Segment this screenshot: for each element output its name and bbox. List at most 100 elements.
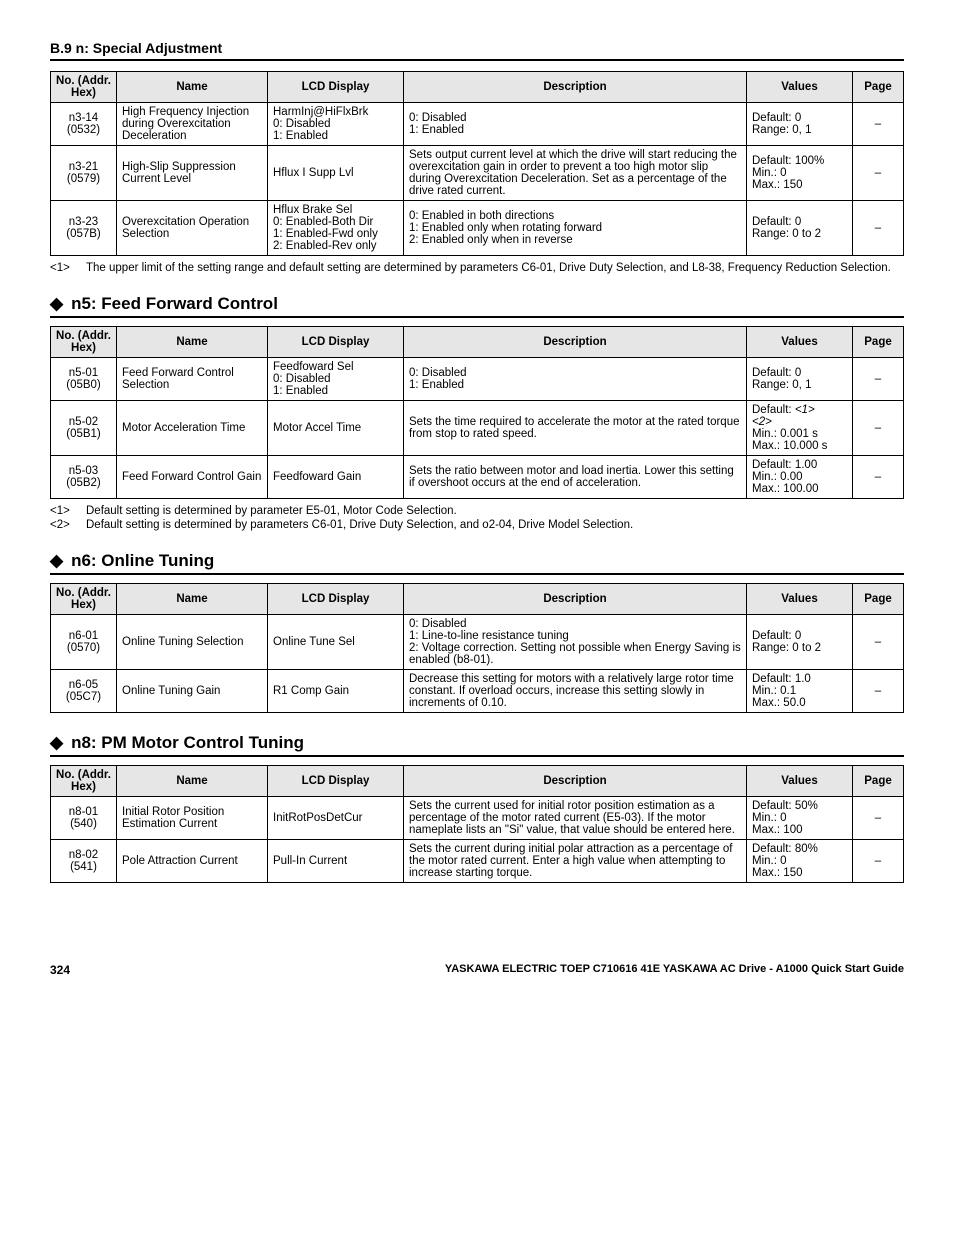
cell-page: – [853, 103, 904, 146]
cell-values: Default: 100%Min.: 0Max.: 150 [747, 146, 853, 201]
tbody-n5: n5-01(05B0) Feed Forward Control Selecti… [51, 358, 904, 499]
cell-page: – [853, 401, 904, 456]
cell-name: Initial Rotor Position Estimation Curren… [117, 797, 268, 840]
th-lcd: LCD Display [268, 766, 404, 797]
th-val: Values [747, 72, 853, 103]
cell-name: Online Tuning Gain [117, 670, 268, 713]
diamond-icon: ◆ [50, 551, 63, 571]
cell-lcd: Hflux I Supp Lvl [268, 146, 404, 201]
cell-no: n3-14(0532) [51, 103, 117, 146]
cell-name: Feed Forward Control Gain [117, 456, 268, 499]
cell-values: Default: 0Range: 0, 1 [747, 358, 853, 401]
th-desc: Description [404, 327, 747, 358]
cell-page: – [853, 670, 904, 713]
cell-no: n3-21(0579) [51, 146, 117, 201]
cell-desc: 0: Disabled1: Enabled [404, 358, 747, 401]
subheading-n6: ◆ n6: Online Tuning [50, 551, 904, 575]
cell-desc: Sets the ratio between motor and load in… [404, 456, 747, 499]
cell-desc: Sets the current during initial polar at… [404, 840, 747, 883]
tbody-n6: n6-01(0570) Online Tuning Selection Onli… [51, 615, 904, 713]
footnote: <2> Default setting is determined by par… [50, 519, 904, 531]
diamond-icon: ◆ [50, 294, 63, 314]
table-row: n5-02(05B1) Motor Acceleration Time Moto… [51, 401, 904, 456]
th-val: Values [747, 766, 853, 797]
cell-name: High Frequency Injection during Overexci… [117, 103, 268, 146]
notes-n3: <1> The upper limit of the setting range… [50, 262, 904, 274]
notes-n5: <1> Default setting is determined by par… [50, 505, 904, 531]
cell-page: – [853, 358, 904, 401]
cell-lcd: InitRotPosDetCur [268, 797, 404, 840]
tbody-n3: n3-14(0532) High Frequency Injection dur… [51, 103, 904, 256]
th-no: No. (Addr. Hex) [51, 327, 117, 358]
th-name: Name [117, 766, 268, 797]
cell-lcd: Feedfoward Gain [268, 456, 404, 499]
th-desc: Description [404, 584, 747, 615]
table-row: n3-14(0532) High Frequency Injection dur… [51, 103, 904, 146]
cell-name: Feed Forward Control Selection [117, 358, 268, 401]
th-val: Values [747, 327, 853, 358]
th-lcd: LCD Display [268, 327, 404, 358]
cell-values: Default: 0Range: 0 to 2 [747, 615, 853, 670]
table-row: n5-03(05B2) Feed Forward Control Gain Fe… [51, 456, 904, 499]
cell-lcd: Motor Accel Time [268, 401, 404, 456]
cell-values: Default: 0Range: 0, 1 [747, 103, 853, 146]
cell-page: – [853, 456, 904, 499]
cell-values: Default: 50%Min.: 0Max.: 100 [747, 797, 853, 840]
table-row: n3-23(057B) Overexcitation Operation Sel… [51, 201, 904, 256]
cell-lcd: HarmInj@HiFlxBrk0: Disabled1: Enabled [268, 103, 404, 146]
cell-page: – [853, 797, 904, 840]
cell-name: High-Slip Suppression Current Level [117, 146, 268, 201]
cell-name: Online Tuning Selection [117, 615, 268, 670]
th-name: Name [117, 72, 268, 103]
th-val: Values [747, 584, 853, 615]
cell-page: – [853, 840, 904, 883]
cell-desc: Sets output current level at which the d… [404, 146, 747, 201]
cell-page: – [853, 201, 904, 256]
subheading-n6-text: n6: Online Tuning [71, 551, 214, 571]
cell-no: n6-01(0570) [51, 615, 117, 670]
param-table-n3: No. (Addr. Hex) Name LCD Display Descrip… [50, 71, 904, 256]
diamond-icon: ◆ [50, 733, 63, 753]
cell-values: Default: 1.0Min.: 0.1Max.: 50.0 [747, 670, 853, 713]
cell-no: n3-23(057B) [51, 201, 117, 256]
cell-desc: Decrease this setting for motors with a … [404, 670, 747, 713]
footnote: <1> The upper limit of the setting range… [50, 262, 904, 274]
cell-lcd: Online Tune Sel [268, 615, 404, 670]
page-number: 324 [50, 963, 70, 977]
param-table-n8: No. (Addr. Hex) Name LCD Display Descrip… [50, 765, 904, 883]
table-row: n5-01(05B0) Feed Forward Control Selecti… [51, 358, 904, 401]
param-table-n6: No. (Addr. Hex) Name LCD Display Descrip… [50, 583, 904, 713]
cell-no: n5-03(05B2) [51, 456, 117, 499]
cell-desc: 0: Disabled1: Enabled [404, 103, 747, 146]
th-desc: Description [404, 72, 747, 103]
footnote-text: Default setting is determined by paramet… [86, 505, 457, 517]
cell-values: Default: <1><2>Min.: 0.001 sMax.: 10.000… [747, 401, 853, 456]
th-page: Page [853, 584, 904, 615]
cell-lcd: Hflux Brake Sel0: Enabled-Both Dir1: Ena… [268, 201, 404, 256]
table-row: n8-02(541) Pole Attraction Current Pull-… [51, 840, 904, 883]
table-row: n8-01(540) Initial Rotor Position Estima… [51, 797, 904, 840]
footnote-tag: <1> [50, 262, 80, 274]
th-lcd: LCD Display [268, 584, 404, 615]
cell-desc: 0: Enabled in both directions1: Enabled … [404, 201, 747, 256]
subheading-n5: ◆ n5: Feed Forward Control [50, 294, 904, 318]
th-page: Page [853, 766, 904, 797]
cell-no: n5-02(05B1) [51, 401, 117, 456]
footnote-tag: <1> [50, 505, 80, 517]
param-table-n5: No. (Addr. Hex) Name LCD Display Descrip… [50, 326, 904, 499]
th-no: No. (Addr. Hex) [51, 584, 117, 615]
th-name: Name [117, 584, 268, 615]
cell-desc: Sets the time required to accelerate the… [404, 401, 747, 456]
cell-values: Default: 1.00Min.: 0.00Max.: 100.00 [747, 456, 853, 499]
cell-lcd: R1 Comp Gain [268, 670, 404, 713]
cell-lcd: Feedfoward Sel0: Disabled1: Enabled [268, 358, 404, 401]
cell-page: – [853, 146, 904, 201]
tbody-n8: n8-01(540) Initial Rotor Position Estima… [51, 797, 904, 883]
th-name: Name [117, 327, 268, 358]
footnote: <1> Default setting is determined by par… [50, 505, 904, 517]
cell-name: Pole Attraction Current [117, 840, 268, 883]
cell-no: n6-05(05C7) [51, 670, 117, 713]
th-lcd: LCD Display [268, 72, 404, 103]
th-page: Page [853, 72, 904, 103]
th-page: Page [853, 327, 904, 358]
